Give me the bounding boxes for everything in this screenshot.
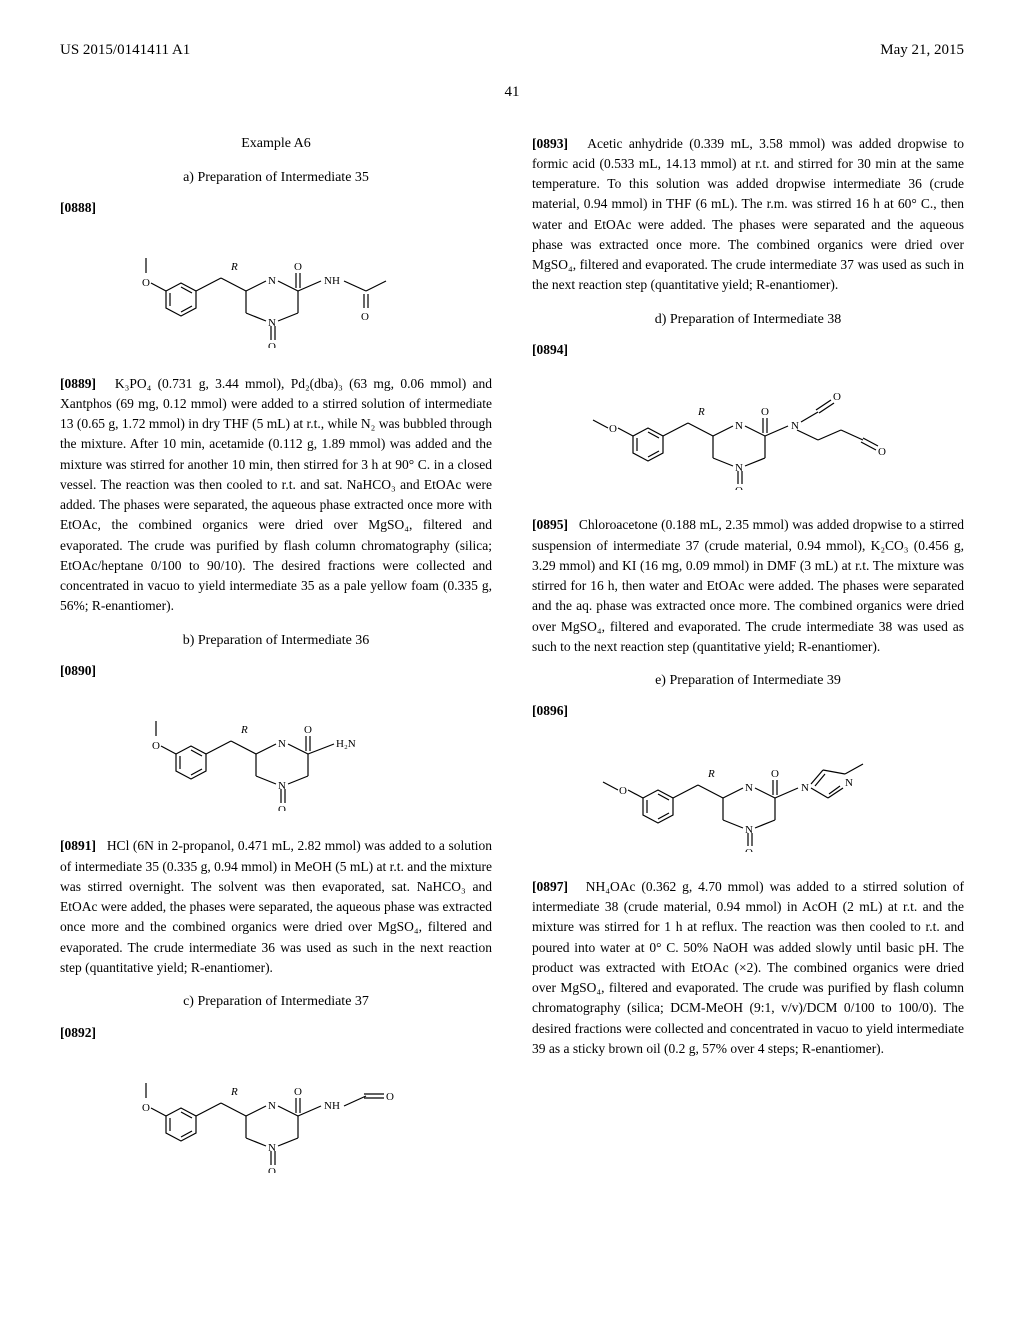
svg-text:N: N bbox=[801, 782, 809, 794]
structure-35: O R N N bbox=[60, 228, 492, 355]
svg-text:O: O bbox=[304, 724, 312, 736]
svg-text:R: R bbox=[230, 1086, 238, 1098]
svg-text:R: R bbox=[240, 724, 248, 736]
svg-text:O: O bbox=[152, 740, 160, 752]
svg-text:N: N bbox=[268, 1100, 276, 1112]
num-0894: [0894] bbox=[532, 340, 964, 360]
publication-date: May 21, 2015 bbox=[880, 40, 964, 62]
svg-text:N: N bbox=[268, 275, 276, 287]
example-title: Example A6 bbox=[60, 134, 492, 154]
svg-text:O: O bbox=[745, 847, 753, 852]
svg-text:N: N bbox=[735, 420, 743, 432]
svg-text:O: O bbox=[142, 277, 150, 289]
para-num-0895: [0895] bbox=[532, 517, 568, 532]
structure-36: O R N N bbox=[60, 691, 492, 818]
para-num-0896: [0896] bbox=[532, 703, 568, 718]
para-text-0889: K₃PO₄ (0.731 g, 3.44 mmol), Pd₂(dba)₃ (6… bbox=[60, 376, 492, 614]
num-0890: [0890] bbox=[60, 661, 492, 681]
svg-text:O: O bbox=[771, 768, 779, 780]
para-text-0895: Chloroacetone (0.188 mL, 2.35 mmol) was … bbox=[532, 517, 964, 654]
svg-text:O: O bbox=[735, 485, 743, 490]
svg-text:N: N bbox=[745, 782, 753, 794]
para-num-0889: [0889] bbox=[60, 376, 96, 391]
svg-text:N: N bbox=[845, 777, 853, 789]
svg-text:H₂N: H₂N bbox=[336, 738, 356, 750]
para-num-0893: [0893] bbox=[532, 136, 568, 151]
section-c-title: c) Preparation of Intermediate 37 bbox=[60, 992, 492, 1012]
svg-text:N: N bbox=[278, 738, 286, 750]
para-text-0897: NH₄OAc (0.362 g, 4.70 mmol) was added to… bbox=[532, 879, 964, 1056]
para-0891: [0891] HCl (6N in 2-propanol, 0.471 mL, … bbox=[60, 836, 492, 978]
para-num-0894: [0894] bbox=[532, 342, 568, 357]
svg-text:R: R bbox=[707, 768, 715, 780]
para-text-0891: HCl (6N in 2-propanol, 0.471 mL, 2.82 mm… bbox=[60, 838, 492, 975]
para-num-0890: [0890] bbox=[60, 663, 96, 678]
para-0893: [0893] Acetic anhydride (0.339 mL, 3.58 … bbox=[532, 134, 964, 296]
num-0888: [0888] bbox=[60, 198, 492, 218]
svg-text:O: O bbox=[361, 311, 369, 323]
structure-37: O R N N bbox=[60, 1053, 492, 1180]
para-num-0897: [0897] bbox=[532, 879, 568, 894]
content-columns: Example A6 a) Preparation of Intermediat… bbox=[60, 134, 964, 1199]
svg-text:O: O bbox=[294, 261, 302, 273]
svg-text:NH: NH bbox=[324, 275, 340, 287]
publication-number: US 2015/0141411 A1 bbox=[60, 40, 190, 62]
para-num-0891: [0891] bbox=[60, 838, 96, 853]
svg-text:O: O bbox=[294, 1086, 302, 1098]
num-0892: [0892] bbox=[60, 1023, 492, 1043]
right-column: [0893] Acetic anhydride (0.339 mL, 3.58 … bbox=[532, 134, 964, 1199]
page-header: US 2015/0141411 A1 May 21, 2015 bbox=[60, 40, 964, 62]
para-0897: [0897] NH₄OAc (0.362 g, 4.70 mmol) was a… bbox=[532, 877, 964, 1059]
svg-text:R: R bbox=[697, 406, 705, 418]
section-a-title: a) Preparation of Intermediate 35 bbox=[60, 168, 492, 188]
svg-text:R: R bbox=[230, 261, 238, 273]
svg-text:O: O bbox=[619, 785, 627, 797]
structure-39: O R N N bbox=[532, 732, 964, 859]
svg-text:O: O bbox=[268, 341, 276, 348]
left-column: Example A6 a) Preparation of Intermediat… bbox=[60, 134, 492, 1199]
svg-text:O: O bbox=[833, 391, 841, 403]
svg-text:NH: NH bbox=[324, 1100, 340, 1112]
para-num-0888: [0888] bbox=[60, 200, 96, 215]
para-0895: [0895] Chloroacetone (0.188 mL, 2.35 mmo… bbox=[532, 515, 964, 657]
page-number: 41 bbox=[60, 82, 964, 104]
svg-text:O: O bbox=[761, 406, 769, 418]
section-d-title: d) Preparation of Intermediate 38 bbox=[532, 310, 964, 330]
num-0896: [0896] bbox=[532, 701, 964, 721]
para-num-0892: [0892] bbox=[60, 1025, 96, 1040]
svg-text:O: O bbox=[268, 1166, 276, 1173]
svg-text:O: O bbox=[878, 446, 886, 458]
svg-text:O: O bbox=[278, 804, 286, 811]
section-e-title: e) Preparation of Intermediate 39 bbox=[532, 671, 964, 691]
svg-text:O: O bbox=[609, 423, 617, 435]
para-0889: [0889] K₃PO₄ (0.731 g, 3.44 mmol), Pd₂(d… bbox=[60, 374, 492, 617]
svg-text:O: O bbox=[386, 1091, 394, 1103]
structure-38: O R N N bbox=[532, 370, 964, 497]
svg-text:O: O bbox=[142, 1102, 150, 1114]
section-b-title: b) Preparation of Intermediate 36 bbox=[60, 631, 492, 651]
para-text-0893: Acetic anhydride (0.339 mL, 3.58 mmol) w… bbox=[532, 136, 964, 293]
